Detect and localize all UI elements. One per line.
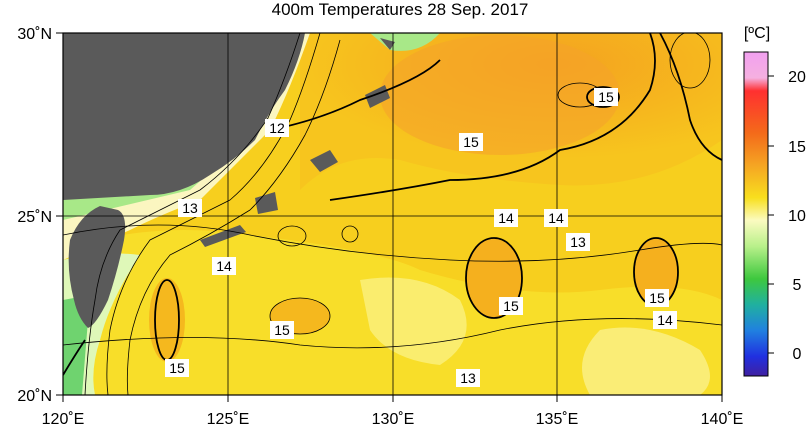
contour-label: 14 bbox=[216, 258, 232, 274]
contour-label: 15 bbox=[169, 360, 185, 376]
colorbar-label: 5 bbox=[793, 277, 802, 294]
lon-label: 140˚E bbox=[701, 411, 744, 428]
contour-label: 15 bbox=[503, 298, 519, 314]
colorbar-label: 20 bbox=[788, 69, 806, 86]
colorbar-label: 15 bbox=[788, 139, 806, 156]
contour-label: 15 bbox=[463, 134, 479, 150]
contour-label: 13 bbox=[570, 234, 586, 250]
contour-labels: 12 13 15 14 14 14 13 15 15 15 15 14 15 1… bbox=[165, 88, 677, 387]
contour-label: 14 bbox=[657, 312, 673, 328]
colorbar-unit: [ºC] bbox=[744, 25, 770, 42]
lon-label: 130˚E bbox=[372, 411, 415, 428]
contour-label: 15 bbox=[598, 89, 614, 105]
colorbar-label: 0 bbox=[793, 346, 802, 363]
lat-label: 25˚N bbox=[17, 209, 52, 226]
lon-label: 125˚E bbox=[207, 411, 250, 428]
contour-label: 12 bbox=[269, 120, 285, 136]
lon-label: 120˚E bbox=[42, 411, 85, 428]
contour-label: 15 bbox=[274, 322, 290, 338]
lat-label: 30˚N bbox=[17, 26, 52, 43]
contour-label: 14 bbox=[548, 210, 564, 226]
contour-label: 13 bbox=[460, 370, 476, 386]
colorbar-label: 10 bbox=[788, 208, 806, 225]
colorbar bbox=[743, 51, 769, 377]
lat-label: 20˚N bbox=[17, 388, 52, 405]
contour-label: 15 bbox=[649, 290, 665, 306]
contour-label: 14 bbox=[498, 210, 514, 226]
map-title: 400m Temperatures 28 Sep. 2017 bbox=[271, 0, 529, 19]
temperature-field bbox=[63, 33, 722, 395]
lon-label: 135˚E bbox=[536, 411, 579, 428]
contour-label: 13 bbox=[182, 200, 198, 216]
